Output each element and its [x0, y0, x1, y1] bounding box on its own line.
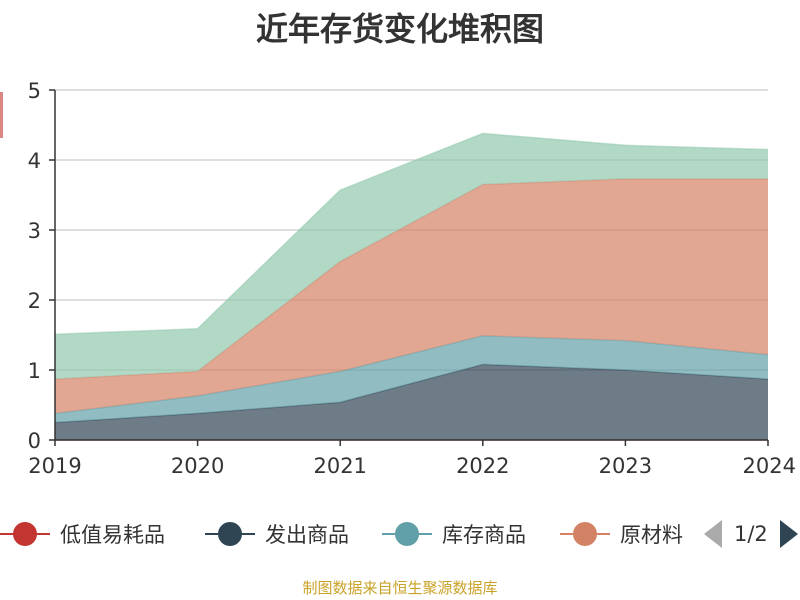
legend-marker-icon [0, 519, 50, 549]
y-tick-label: 4 [28, 149, 41, 173]
area-series-2 [55, 335, 768, 423]
y-tick-label: 2 [28, 289, 41, 313]
area-series-1 [55, 364, 768, 440]
area-series-3 [55, 178, 768, 414]
legend-marker-icon [382, 519, 432, 549]
y-axis-label-fragment [0, 92, 3, 138]
x-tick-label: 2022 [456, 454, 509, 478]
area-series [54, 132, 769, 441]
area-series-4 [55, 133, 768, 380]
x-tick-label: 2021 [313, 454, 366, 478]
legend-item[interactable]: 原材料 [560, 512, 683, 556]
y-tick-label: 3 [28, 219, 41, 243]
legend-marker-icon [205, 519, 255, 549]
legend-next-page-arrow-icon[interactable] [779, 520, 798, 548]
axes: 0 1 2 3 4 5 2019 2020 2021 2022 2023 2024 [28, 79, 796, 478]
legend-marker-icon [560, 519, 610, 549]
legend-page-indicator: 1/2 [734, 522, 768, 546]
y-tick-label: 5 [28, 79, 41, 103]
x-tick-label: 2020 [171, 454, 224, 478]
chart-title: 近年存货变化堆积图 [255, 10, 544, 48]
legend-item[interactable]: 库存商品 [382, 512, 526, 556]
x-tick-label: 2023 [599, 454, 652, 478]
chart-source-footer: 制图数据来自恒生聚源数据库 [302, 579, 498, 597]
legend-label: 原材料 [620, 523, 683, 547]
area-series-edge-4 [54, 132, 769, 336]
legend-label: 库存商品 [442, 523, 526, 547]
legend-label: 低值易耗品 [60, 523, 165, 547]
legend-label: 发出商品 [265, 523, 349, 547]
legend: 低值易耗品 发出商品 库存商品 原材料 [0, 512, 800, 556]
y-tick-label: 1 [28, 359, 41, 383]
legend-prev-page-arrow-icon[interactable] [704, 520, 722, 548]
x-tick-label: 2019 [28, 454, 81, 478]
x-tick-label: 2024 [743, 454, 796, 478]
y-tick-label: 0 [28, 429, 41, 453]
legend-item[interactable]: 发出商品 [205, 512, 349, 556]
legend-pager: 1/2 [700, 512, 800, 556]
legend-item[interactable]: 低值易耗品 [0, 512, 165, 556]
